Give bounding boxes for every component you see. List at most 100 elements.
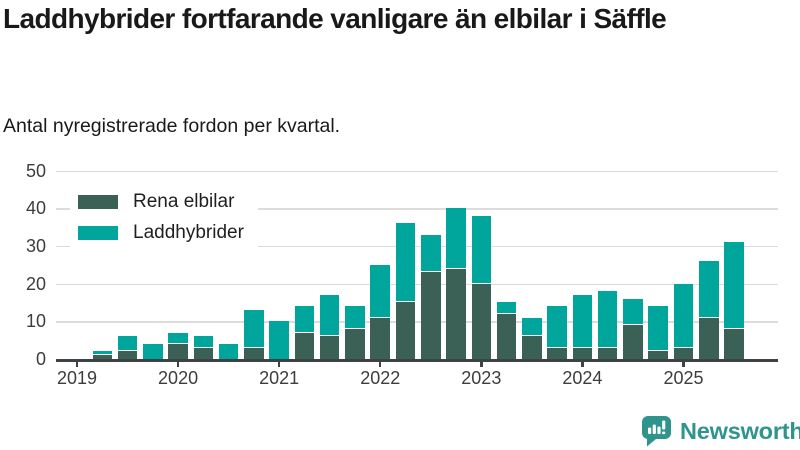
bar-2021-q1 xyxy=(269,321,289,359)
bar-segment-laddhybrider xyxy=(648,306,668,352)
bar-2019-q3 xyxy=(117,336,138,359)
bar-2019-q4 xyxy=(143,343,163,359)
legend-item-rena-elbilar: Rena elbilar xyxy=(78,191,244,213)
bar-segment-laddhybrider xyxy=(370,264,390,318)
bar-segment-rena-elbilar xyxy=(294,332,315,359)
gridline-40 xyxy=(56,208,778,210)
x-tick-2020 xyxy=(176,361,180,367)
bar-segment-laddhybrider xyxy=(143,343,163,359)
x-tick-label-2021: 2021 xyxy=(259,368,300,388)
x-tick-label-2023: 2023 xyxy=(461,368,502,388)
y-tick-label-10: 10 xyxy=(25,311,46,332)
bar-segment-laddhybrider xyxy=(597,291,618,348)
x-tick-2022 xyxy=(378,361,382,367)
bar-2025-q2 xyxy=(699,260,719,359)
x-tick-2023 xyxy=(480,361,483,367)
bar-2020-q4 xyxy=(244,309,264,359)
bar-2022-q3 xyxy=(421,234,441,359)
chart-title: Laddhybrider fortfarande vanligare än el… xyxy=(3,3,667,34)
bar-segment-laddhybrider xyxy=(244,309,264,348)
bar-segment-laddhybrider xyxy=(319,294,340,337)
bar-segment-laddhybrider xyxy=(345,306,365,329)
bar-2020-q1 xyxy=(168,332,188,359)
y-tick-label-30: 30 xyxy=(25,235,46,256)
legend-label-laddhybrider: Laddhybrider xyxy=(133,222,244,243)
bar-segment-rena-elbilar xyxy=(648,351,668,359)
bar-segment-laddhybrider xyxy=(421,234,441,273)
bar-segment-rena-elbilar xyxy=(193,347,214,359)
bar-segment-laddhybrider xyxy=(193,336,214,348)
x-axis-line xyxy=(56,359,778,362)
bar-segment-laddhybrider xyxy=(522,317,542,337)
bar-2022-q1 xyxy=(370,264,390,359)
bar-segment-laddhybrider xyxy=(673,283,694,348)
bar-segment-rena-elbilar xyxy=(319,336,340,359)
bar-2019-q2 xyxy=(92,351,113,359)
brand-name: Newsworthy xyxy=(680,418,800,444)
bar-segment-rena-elbilar xyxy=(496,313,517,359)
bar-segment-rena-elbilar xyxy=(421,272,441,359)
bar-2024-q1 xyxy=(572,294,593,359)
brand-footer: Newsworthy xyxy=(642,416,800,447)
plot-area: Rena elbilar Laddhybrider 2019 2020 2021 20… xyxy=(56,165,778,388)
bar-2022-q4 xyxy=(446,208,466,359)
bar-segment-laddhybrider xyxy=(623,298,643,326)
x-tick-2024 xyxy=(581,361,584,367)
bar-segment-laddhybrider xyxy=(572,294,593,348)
bar-2023-q2 xyxy=(496,302,517,359)
newsworthy-logo-icon xyxy=(642,416,671,447)
bar-segment-rena-elbilar xyxy=(572,347,593,359)
bar-segment-rena-elbilar xyxy=(547,347,567,359)
bar-segment-rena-elbilar xyxy=(522,336,542,359)
bar-2022-q2 xyxy=(395,223,416,359)
legend-item-laddhybrider: Laddhybrider xyxy=(78,222,244,244)
x-tick-2021 xyxy=(277,361,281,367)
x-tick-label-2022: 2022 xyxy=(360,368,401,388)
bar-2021-q4 xyxy=(345,306,365,359)
bar-2023-q4 xyxy=(547,306,567,359)
bar-segment-laddhybrider xyxy=(395,223,416,303)
bar-segment-laddhybrider xyxy=(92,351,113,356)
bar-segment-laddhybrider xyxy=(547,306,567,348)
bar-segment-rena-elbilar xyxy=(597,347,618,359)
bar-segment-rena-elbilar xyxy=(699,317,719,359)
bar-segment-laddhybrider xyxy=(446,208,466,269)
gridline-10 xyxy=(56,321,778,323)
bar-segment-rena-elbilar xyxy=(370,317,390,359)
chart-subtitle: Antal nyregistrerade fordon per kvartal. xyxy=(3,115,341,137)
legend-swatch-laddhybrider xyxy=(78,226,118,240)
bar-segment-rena-elbilar xyxy=(117,351,138,359)
bar-2023-q1 xyxy=(471,215,492,359)
gridline-20 xyxy=(56,283,778,286)
bar-segment-laddhybrider xyxy=(699,260,719,318)
bar-segment-laddhybrider xyxy=(168,332,188,344)
y-tick-label-40: 40 xyxy=(25,198,46,219)
bar-segment-laddhybrider xyxy=(218,343,239,359)
bar-2020-q3 xyxy=(218,343,239,359)
bar-2021-q2 xyxy=(294,306,315,359)
bar-segment-laddhybrider xyxy=(269,321,289,359)
bar-segment-rena-elbilar xyxy=(395,302,416,359)
bar-segment-laddhybrider xyxy=(496,302,517,314)
bar-segment-rena-elbilar xyxy=(724,328,744,359)
bar-segment-rena-elbilar xyxy=(244,347,264,359)
legend-label-rena-elbilar: Rena elbilar xyxy=(133,191,235,212)
x-tick-label-2025: 2025 xyxy=(663,368,704,388)
bar-2023-q3 xyxy=(522,317,542,359)
legend: Rena elbilar Laddhybrider xyxy=(70,187,258,250)
bar-segment-laddhybrider xyxy=(294,306,315,333)
bar-segment-rena-elbilar xyxy=(623,325,643,359)
bar-2025-q1 xyxy=(673,283,694,359)
bar-segment-rena-elbilar xyxy=(345,328,365,359)
bar-2025-q3 xyxy=(724,242,744,359)
y-tick-label-50: 50 xyxy=(25,160,46,181)
x-tick-label-2020: 2020 xyxy=(158,368,199,388)
legend-swatch-rena-elbilar xyxy=(78,195,118,209)
bar-2024-q3 xyxy=(623,298,643,359)
bar-segment-laddhybrider xyxy=(724,242,744,329)
y-tick-label-0: 0 xyxy=(35,349,46,369)
bar-segment-rena-elbilar xyxy=(673,347,694,359)
bar-segment-rena-elbilar xyxy=(446,268,466,359)
bar-segment-laddhybrider xyxy=(471,215,492,284)
gridline-30 xyxy=(56,245,778,248)
